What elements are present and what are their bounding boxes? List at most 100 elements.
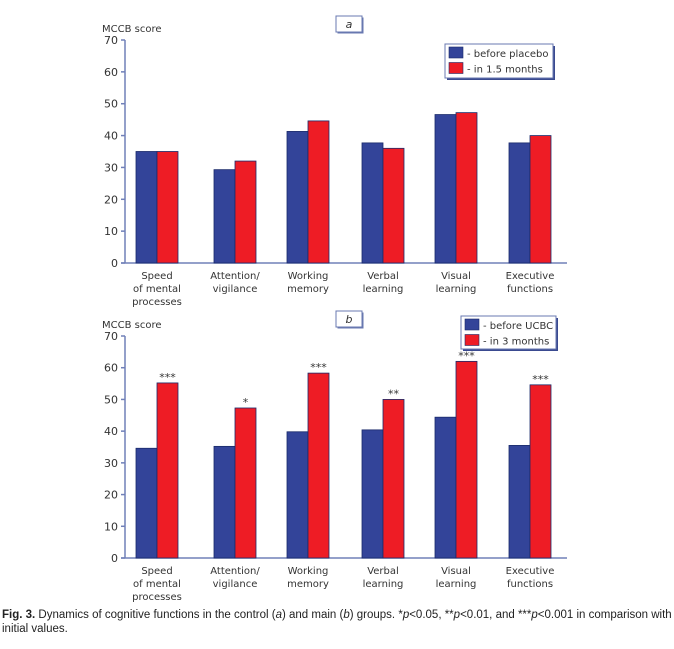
panel-label-box xyxy=(335,15,363,33)
caption-text: <0.001 in comparison with initial values… xyxy=(2,609,672,635)
caption-label: Fig. 3. xyxy=(2,609,36,621)
x-tick-label-line: learning xyxy=(363,284,404,295)
bar-after xyxy=(455,360,478,559)
bar-before xyxy=(286,431,309,559)
caption-text: <0.01, and *** xyxy=(460,609,532,621)
legend-swatch xyxy=(448,46,464,59)
y-tick-label: 20 xyxy=(104,489,118,502)
bar-before xyxy=(286,131,309,264)
x-tick-label-line: vigilance xyxy=(213,284,258,295)
figure-caption: Fig. 3. Dynamics of cognitive functions … xyxy=(2,608,672,636)
caption-text: a xyxy=(275,609,282,621)
caption-text: <0.05, ** xyxy=(409,609,454,621)
bar-after xyxy=(156,382,179,559)
y-tick-label: 20 xyxy=(104,193,118,206)
bar-before xyxy=(135,447,158,559)
bar-before xyxy=(361,142,384,264)
caption-text: p xyxy=(453,609,461,621)
bar-before xyxy=(508,142,531,264)
x-tick-label-line: Speed xyxy=(141,271,172,282)
x-tick-label-line: Verbal xyxy=(367,271,399,282)
y-tick-label: 0 xyxy=(111,257,118,270)
x-tick-label-line: Visual xyxy=(441,271,471,282)
bar-after xyxy=(382,399,405,559)
y-tick-label: 50 xyxy=(104,393,118,406)
x-tick-label-line: vigilance xyxy=(213,579,258,590)
bar-after xyxy=(455,112,478,264)
bar-before xyxy=(213,169,236,264)
panel-label: a xyxy=(346,18,353,31)
bar-after xyxy=(234,407,257,559)
x-tick-label-line: learning xyxy=(363,579,404,590)
caption-text: ) and main ( xyxy=(281,609,344,621)
panel-label-box xyxy=(335,310,363,328)
x-tick-label-line: Executive xyxy=(506,271,555,282)
x-tick-label-line: Verbal xyxy=(367,566,399,577)
y-tick-label: 70 xyxy=(104,34,118,47)
caption-text: p xyxy=(402,609,410,621)
x-tick-label: Visual learning xyxy=(436,566,477,590)
x-tick-label-line: processes xyxy=(132,592,182,603)
bar-after xyxy=(234,160,257,264)
significance-marker: * xyxy=(243,396,249,409)
x-tick-label-line: functions xyxy=(507,284,553,295)
y-tick-label: 10 xyxy=(104,225,118,238)
y-axis-label: MCCB score xyxy=(102,320,162,331)
x-tick-label-line: learning xyxy=(436,284,477,295)
bar-before xyxy=(434,114,457,264)
y-tick-label: 30 xyxy=(104,161,118,174)
bar-after xyxy=(382,147,405,264)
legend-label: - in 3 months xyxy=(483,337,549,348)
bar-before xyxy=(135,151,158,264)
x-tick-label-line: learning xyxy=(436,579,477,590)
x-tick-label-line: memory xyxy=(287,284,329,295)
bar-after xyxy=(307,372,330,559)
y-tick-label: 40 xyxy=(104,130,118,143)
y-tick-label: 40 xyxy=(104,425,118,438)
legend: - before placebo - in 1.5 months xyxy=(444,43,555,80)
x-tick-label-line: Attention/ xyxy=(210,566,260,577)
x-tick-label-line: of mental xyxy=(133,284,181,295)
legend-swatch xyxy=(464,334,480,346)
x-tick-label: Visual learning xyxy=(436,271,477,295)
legend-label: - in 1.5 months xyxy=(467,65,543,76)
y-axis-label: MCCB score xyxy=(102,24,162,35)
x-tick-label-line: of mental xyxy=(133,579,181,590)
x-tick-label: Verbal learning xyxy=(363,271,404,295)
significance-marker: ** xyxy=(388,387,400,400)
significance-marker: *** xyxy=(310,361,327,374)
panel-label: b xyxy=(346,313,353,326)
x-tick-label: Attention/vigilance xyxy=(210,566,260,590)
x-tick-label: Working memory xyxy=(287,566,329,590)
x-tick-label-line: Working xyxy=(288,271,329,282)
legend-swatch xyxy=(448,62,464,74)
x-tick-label-line: Attention/ xyxy=(210,271,260,282)
y-tick-label: 0 xyxy=(111,552,118,565)
significance-marker: *** xyxy=(458,349,475,362)
x-tick-label: Working memory xyxy=(287,271,329,295)
y-tick-label: 70 xyxy=(104,330,118,343)
bar-before xyxy=(508,445,531,559)
y-tick-label: 60 xyxy=(104,362,118,375)
x-tick-label-line: Executive xyxy=(506,566,555,577)
y-tick-label: 30 xyxy=(104,457,118,470)
y-tick-label: 10 xyxy=(104,520,118,533)
x-tick-label: Executive functions xyxy=(506,271,555,295)
bar-after xyxy=(307,120,330,264)
caption-text: ) groups. * xyxy=(349,609,403,621)
bar-before xyxy=(213,445,236,559)
x-tick-label: Attention/vigilance xyxy=(210,271,260,295)
x-tick-label-line: Visual xyxy=(441,566,471,577)
x-tick-label: Verbal learning xyxy=(363,566,404,590)
legend: - before UCBC - in 3 months xyxy=(460,315,558,351)
legend-swatch xyxy=(464,318,480,331)
x-tick-label: Speed of mental processes xyxy=(132,566,182,603)
x-tick-label: Speed of mental processes xyxy=(132,271,182,308)
caption-text: b xyxy=(343,609,350,621)
x-tick-label-line: processes xyxy=(132,297,182,308)
bar-after xyxy=(156,151,179,264)
x-tick-label-line: functions xyxy=(507,579,553,590)
